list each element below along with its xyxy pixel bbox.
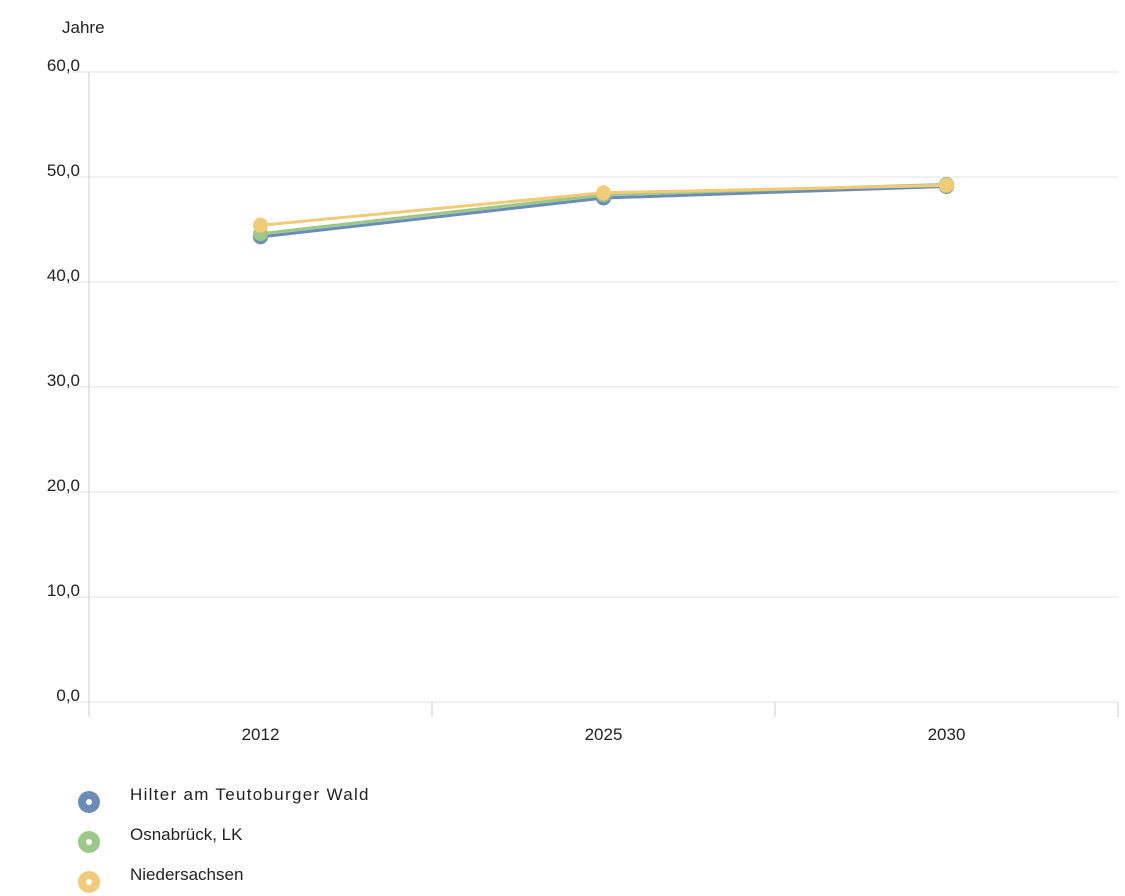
legend-label: Hilter am Teutoburger Wald — [130, 785, 370, 804]
axes — [89, 72, 1118, 717]
data-point[interactable] — [253, 218, 268, 233]
series-lines — [253, 177, 954, 245]
legend-label: Osnabrück, LK — [130, 825, 243, 844]
y-tick-labels: 0,0 10,0 20,0 30,0 40,0 50,0 60,0 — [47, 56, 80, 705]
data-point[interactable] — [596, 185, 611, 200]
legend: Hilter am Teutoburger Wald Osnabrück, LK N… — [78, 785, 370, 893]
y-tick-label: 30,0 — [47, 371, 80, 390]
y-tick-label: 40,0 — [47, 266, 80, 285]
y-tick-label: 20,0 — [47, 476, 80, 495]
x-tick-label: 2012 — [242, 725, 280, 744]
y-tick-label: 60,0 — [47, 56, 80, 75]
x-tick-labels: 2012 2025 2030 — [242, 725, 966, 744]
x-tick-label: 2030 — [928, 725, 966, 744]
legend-marker-dot — [86, 799, 92, 805]
data-point[interactable] — [939, 178, 954, 193]
gridlines — [72, 72, 1118, 702]
y-axis-title: Jahre — [62, 18, 105, 37]
legend-marker-dot — [86, 839, 92, 845]
y-tick-label: 0,0 — [56, 686, 80, 705]
y-tick-label: 50,0 — [47, 161, 80, 180]
legend-label: Niedersachsen — [130, 865, 243, 884]
y-tick-label: 10,0 — [47, 581, 80, 600]
x-tick-label: 2025 — [585, 725, 623, 744]
legend-item[interactable]: Hilter am Teutoburger Wald — [78, 785, 370, 813]
legend-marker-dot — [86, 879, 92, 885]
legend-item[interactable]: Niedersachsen — [78, 865, 243, 893]
legend-item[interactable]: Osnabrück, LK — [78, 825, 243, 853]
